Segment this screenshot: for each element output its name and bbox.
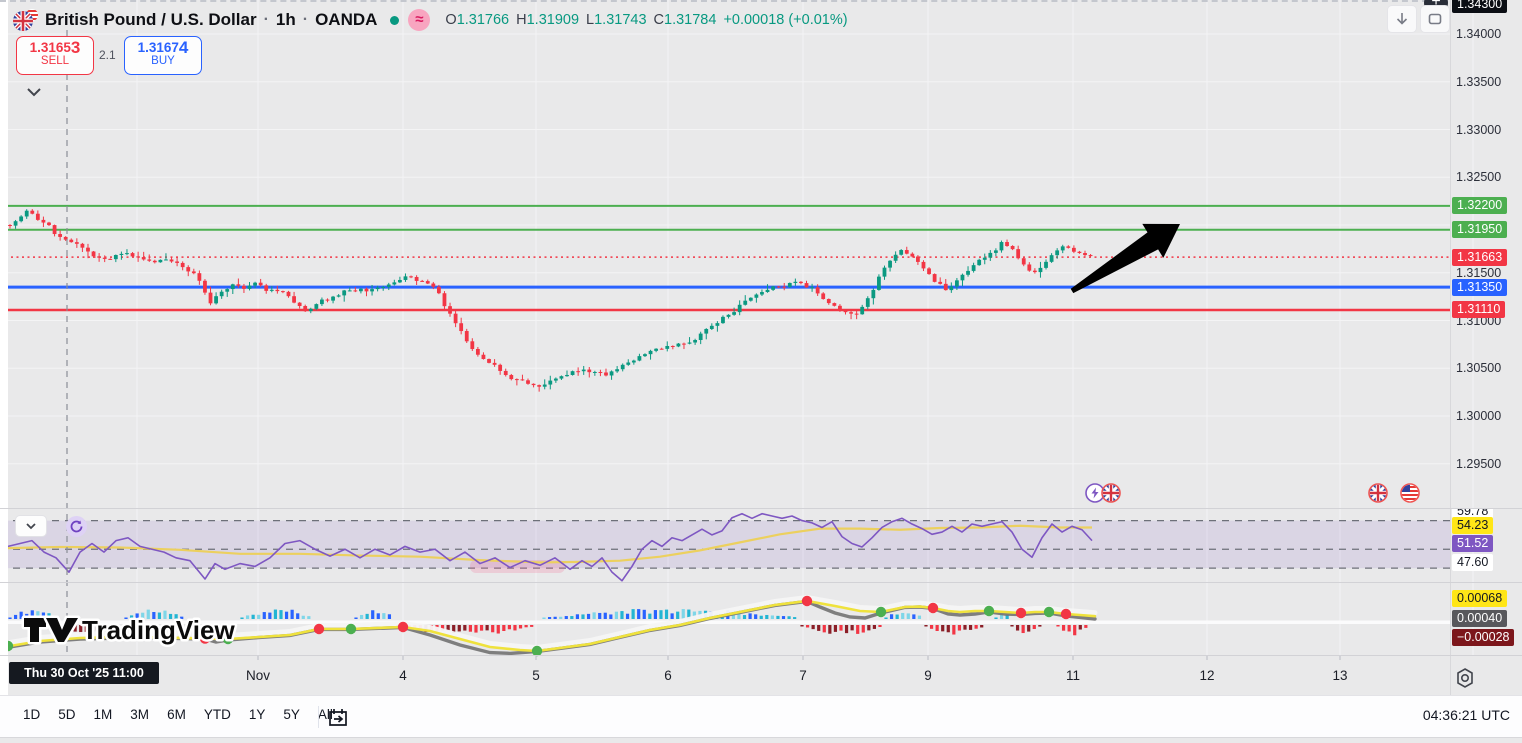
watermark-text: TradingView bbox=[82, 615, 235, 645]
price-tick-label: 1.33500 bbox=[1456, 74, 1502, 89]
event-marker-group[interactable] bbox=[1085, 483, 1121, 503]
price-tick-label: 1.31500 bbox=[1456, 265, 1502, 280]
market-status-dot-icon[interactable] bbox=[390, 15, 400, 25]
price-level-label[interactable]: 1.31950 bbox=[1452, 221, 1508, 239]
rsi-refresh-button[interactable] bbox=[66, 516, 87, 537]
price-level-label[interactable]: 1.31663 bbox=[1452, 248, 1508, 266]
pane-separator-rsi[interactable] bbox=[0, 508, 1522, 509]
economic-event-icon bbox=[1085, 483, 1105, 503]
rsi-value-label: 47.60 bbox=[1452, 554, 1494, 571]
camera-icon bbox=[1428, 13, 1442, 25]
range-button-1d[interactable]: 1D bbox=[23, 707, 41, 722]
toolbar-divider bbox=[310, 706, 327, 728]
time-axis-label: 13 bbox=[1332, 668, 1348, 683]
symbol-legend[interactable]: British Pound / U.S. Dollar · 1h · OANDA… bbox=[12, 8, 848, 32]
range-button-ytd[interactable]: YTD bbox=[203, 707, 231, 722]
range-button-5d[interactable]: 5D bbox=[58, 707, 76, 722]
macd-value-label: 0.00068 bbox=[1452, 590, 1508, 607]
spread-value: 2.1 bbox=[99, 48, 116, 62]
time-axis-border bbox=[0, 655, 1522, 656]
price-level-label[interactable]: 1.31110 bbox=[1452, 301, 1506, 319]
price-tick-label: 1.32500 bbox=[1456, 170, 1502, 185]
range-button-6m[interactable]: 6M bbox=[167, 707, 186, 722]
price-axis-divider bbox=[1450, 0, 1451, 695]
delayed-data-icon[interactable]: ≈ bbox=[408, 9, 431, 31]
top-dashed-border bbox=[0, 0, 1448, 2]
event-marker-group[interactable] bbox=[1368, 483, 1420, 503]
rsi-value-label: 51.52 bbox=[1452, 535, 1494, 552]
bottom-edge-strip bbox=[0, 737, 1522, 743]
time-axis-label: Nov bbox=[245, 668, 271, 683]
us-flag-icon bbox=[1400, 483, 1420, 503]
scroll-to-recent-button[interactable] bbox=[1388, 6, 1416, 32]
sell-label: SELL bbox=[40, 55, 70, 67]
rsi-value-label: 54.23 bbox=[1452, 517, 1494, 534]
bottom-toolbar: 1D 5D 1M 3M 6M YTD 1Y 5Y All 04:36:21 UTC bbox=[0, 695, 1522, 738]
macd-value-label: −0.00028 bbox=[1452, 629, 1515, 646]
open-value: 1.31766 bbox=[456, 12, 510, 28]
gbpusd-flag-icon bbox=[13, 9, 38, 31]
time-axis-label: 6 bbox=[664, 668, 672, 683]
go-to-date-calendar-icon[interactable] bbox=[326, 705, 350, 729]
close-value: 1.31784 bbox=[664, 12, 717, 28]
ohlc-readout: O1.31766 H1.31909 L1.31743 C1.31784 +0.00018… bbox=[445, 12, 848, 28]
change-value: +0.00018 (+0.01%) bbox=[723, 12, 848, 28]
price-level-label[interactable]: 1.32200 bbox=[1452, 197, 1508, 215]
high-value: 1.31909 bbox=[526, 12, 580, 28]
time-axis-label: 4 bbox=[399, 668, 407, 683]
time-axis-label: 12 bbox=[1199, 668, 1215, 683]
uk-flag-icon bbox=[1101, 483, 1121, 503]
arrow-annotation bbox=[1070, 223, 1180, 294]
symbol-title[interactable]: British Pound / U.S. Dollar bbox=[45, 10, 257, 29]
price-tick-label: 1.30500 bbox=[1456, 361, 1502, 376]
date-range-switcher: 1D 5D 1M 3M 6M YTD 1Y 5Y All bbox=[14, 703, 342, 726]
refresh-icon bbox=[70, 520, 83, 533]
time-axis-label: 11 bbox=[1065, 668, 1081, 683]
buy-label: BUY bbox=[151, 55, 175, 67]
pane-separator-macd[interactable] bbox=[0, 582, 1522, 583]
range-button-all[interactable]: All bbox=[317, 707, 333, 722]
clock-utc[interactable]: 04:36:21 UTC bbox=[1422, 707, 1510, 723]
price-tick-label: 1.33000 bbox=[1456, 122, 1502, 137]
left-edge-gutter bbox=[0, 0, 8, 742]
range-button-1m[interactable]: 1M bbox=[93, 707, 113, 722]
legend-separator: · bbox=[302, 11, 309, 28]
sell-button[interactable]: 1.31653 SELL bbox=[16, 36, 94, 75]
time-axis-settings-gear-icon[interactable] bbox=[1452, 666, 1478, 690]
buy-button[interactable]: 1.31674 BUY bbox=[124, 36, 202, 75]
rsi-indicator bbox=[0, 512, 1450, 582]
main-pane-collapse-chevron-icon[interactable] bbox=[24, 84, 44, 100]
exchange-name[interactable]: OANDA bbox=[315, 10, 378, 29]
range-button-5y[interactable]: 5Y bbox=[283, 707, 300, 722]
macd-value-label: 0.00040 bbox=[1452, 610, 1508, 627]
screenshot-button[interactable] bbox=[1421, 6, 1449, 32]
price-tick-label: 1.30000 bbox=[1456, 409, 1502, 423]
price-level-label[interactable]: 1.31350 bbox=[1452, 278, 1508, 296]
time-axis-label: 7 bbox=[799, 668, 807, 683]
rsi-pane-collapse-button[interactable] bbox=[16, 516, 46, 536]
time-axis-label: 9 bbox=[924, 668, 932, 683]
crosshair-time-tooltip: Thu 30 Oct '25 11:00 bbox=[9, 662, 159, 684]
uk-flag-icon bbox=[1368, 483, 1388, 503]
range-button-1y[interactable]: 1Y bbox=[248, 707, 266, 722]
legend-separator: · bbox=[263, 11, 269, 28]
clamped-price-label: 1.34300 bbox=[1452, 0, 1508, 13]
range-button-3m[interactable]: 3M bbox=[130, 707, 150, 722]
chevron-down-icon bbox=[26, 523, 36, 530]
tradingview-watermark: TradingView bbox=[16, 606, 286, 655]
price-tick-label: 1.29500 bbox=[1456, 456, 1502, 471]
arrow-down-icon bbox=[1396, 13, 1408, 25]
time-axis-label: 5 bbox=[532, 668, 540, 683]
low-value: 1.31743 bbox=[594, 12, 647, 28]
interval-value[interactable]: 1h bbox=[275, 10, 296, 29]
price-tick-label: 1.34000 bbox=[1456, 27, 1502, 41]
